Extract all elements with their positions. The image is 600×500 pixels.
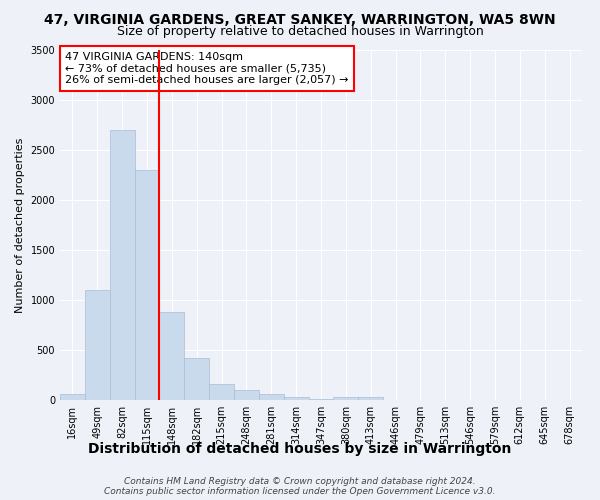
Bar — [209, 384, 234, 400]
Bar — [60, 394, 85, 400]
Bar — [234, 390, 259, 400]
Text: 47, VIRGINIA GARDENS, GREAT SANKEY, WARRINGTON, WA5 8WN: 47, VIRGINIA GARDENS, GREAT SANKEY, WARR… — [44, 12, 556, 26]
Bar — [110, 130, 134, 400]
Y-axis label: Number of detached properties: Number of detached properties — [15, 138, 25, 312]
Text: Contains HM Land Registry data © Crown copyright and database right 2024.: Contains HM Land Registry data © Crown c… — [124, 478, 476, 486]
Bar — [308, 398, 334, 400]
Text: 47 VIRGINIA GARDENS: 140sqm
← 73% of detached houses are smaller (5,735)
26% of : 47 VIRGINIA GARDENS: 140sqm ← 73% of det… — [65, 52, 349, 85]
Bar — [160, 312, 184, 400]
Text: Distribution of detached houses by size in Warrington: Distribution of detached houses by size … — [88, 442, 512, 456]
Bar — [184, 358, 209, 400]
Bar — [284, 397, 308, 400]
Bar — [85, 290, 110, 400]
Text: Size of property relative to detached houses in Warrington: Size of property relative to detached ho… — [116, 25, 484, 38]
Bar — [259, 394, 284, 400]
Bar — [358, 397, 383, 400]
Bar — [334, 397, 358, 400]
Text: Contains public sector information licensed under the Open Government Licence v3: Contains public sector information licen… — [104, 488, 496, 496]
Bar — [134, 170, 160, 400]
